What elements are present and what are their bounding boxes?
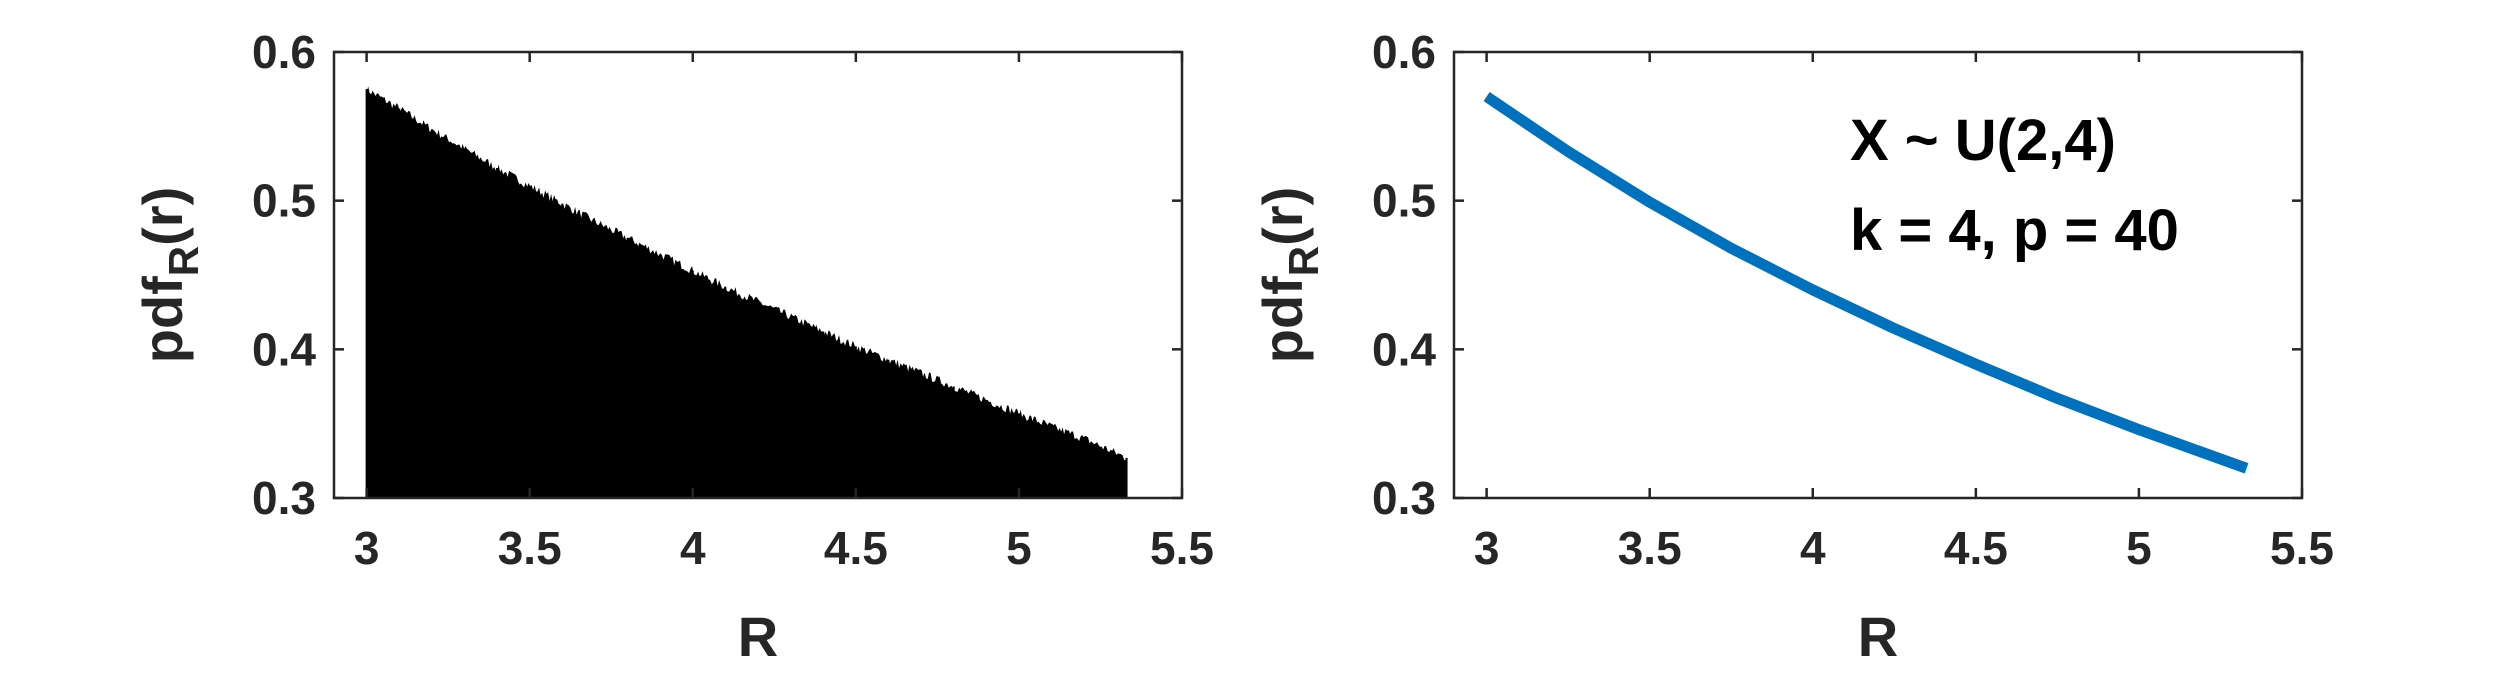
x-tick-label: 5.5 xyxy=(2270,522,2334,574)
histogram-bar xyxy=(593,221,596,499)
annotation-distribution: X ~ U(2,4) xyxy=(1850,108,2116,173)
histogram-chart: 3 3.5 4 4.5 5 5.5 0.30.40.50.6 R pdfR(r) xyxy=(131,26,1214,668)
pdf-curve xyxy=(1483,92,2249,474)
histogram-bar xyxy=(985,399,988,498)
y-tick-label: 0.6 xyxy=(1372,26,1436,78)
x-tick-label: 5.5 xyxy=(1150,522,1214,574)
histogram-bar xyxy=(887,359,890,498)
plot-box xyxy=(1452,50,2304,500)
x-tick-label: 5 xyxy=(2126,522,2152,574)
x-tick-label: 4 xyxy=(680,522,706,574)
y-axis-label-arg: (r) xyxy=(131,187,194,246)
x-axis-label: R xyxy=(738,605,778,668)
y-axis-label-sub: R xyxy=(1280,246,1327,276)
y-tick-label: 0.5 xyxy=(252,175,316,227)
histogram-bar xyxy=(1017,413,1020,498)
x-tick-label: 3 xyxy=(354,522,380,574)
histogram-bar xyxy=(724,286,727,498)
histogram-bar xyxy=(463,148,466,498)
y-tick-labels: 0.3 0.4 0.5 0.6 xyxy=(252,26,316,524)
x-tick-label: 3.5 xyxy=(498,522,562,574)
x-tick-label: 5 xyxy=(1006,522,1032,574)
histogram-bar xyxy=(496,167,499,498)
histogram-bar xyxy=(528,185,531,499)
x-axis-label: R xyxy=(1858,605,1898,668)
x-tick-labels: 3 3.5 4 4.5 5 5.5 xyxy=(354,522,1214,574)
y-tick-label: 0.6 xyxy=(252,26,316,78)
histogram-bar xyxy=(920,373,923,498)
y-tick-label: 0.3 xyxy=(1372,472,1436,524)
histogram-bar xyxy=(691,270,694,498)
y-axis-label-arg: (r) xyxy=(1251,187,1314,246)
x-tick-label: 4.5 xyxy=(824,522,888,574)
histogram-bar xyxy=(822,331,825,498)
histogram-bar xyxy=(626,237,629,499)
x-tick-label: 3.5 xyxy=(1618,522,1682,574)
y-axis-label: pdfR(r) xyxy=(131,187,207,364)
histogram-bars xyxy=(365,86,1128,499)
y-axis-label-main: pdf xyxy=(1251,276,1314,363)
y-axis-label-sub: R xyxy=(160,246,207,276)
plot-box xyxy=(332,50,1184,500)
histogram-bar xyxy=(1125,457,1128,498)
axis-ticks xyxy=(1454,50,2304,500)
y-tick-label: 0.4 xyxy=(1372,323,1436,375)
y-tick-label: 0.3 xyxy=(252,472,316,524)
histogram-bar-area xyxy=(366,86,1127,498)
histogram-bar xyxy=(430,129,433,498)
histogram-bar xyxy=(398,108,401,498)
histogram-bar xyxy=(1050,426,1053,498)
histogram-bar xyxy=(757,301,759,498)
y-axis-label: pdfR(r) xyxy=(1251,187,1327,364)
x-tick-label: 3 xyxy=(1474,522,1500,574)
histogram-bar xyxy=(1083,438,1086,498)
line-chart: 3 3.5 4 4.5 5 5.5 0.30.40.50.6 R pdfR(r) X ~ … xyxy=(1251,26,2334,668)
y-axis-label-main: pdf xyxy=(131,276,194,363)
histogram-bar xyxy=(561,203,564,498)
y-tick-labels: 0.3 0.4 0.5 0.6 xyxy=(1372,26,1436,524)
y-tick-label: 0.5 xyxy=(1372,175,1436,227)
x-tick-label: 4.5 xyxy=(1944,522,2008,574)
annotation-parameters: k = 4, p = 40 xyxy=(1850,198,2179,263)
histogram-bar xyxy=(659,254,662,498)
x-tick-label: 4 xyxy=(1800,522,1826,574)
histogram-bar xyxy=(952,386,955,498)
histogram-bar xyxy=(789,316,792,498)
y-tick-label: 0.4 xyxy=(252,323,316,375)
histogram-bar xyxy=(854,346,857,498)
x-tick-labels: 3 3.5 4 4.5 5 5.5 xyxy=(1474,522,2334,574)
axis-ticks xyxy=(334,50,1184,500)
histogram-bar xyxy=(365,89,368,499)
